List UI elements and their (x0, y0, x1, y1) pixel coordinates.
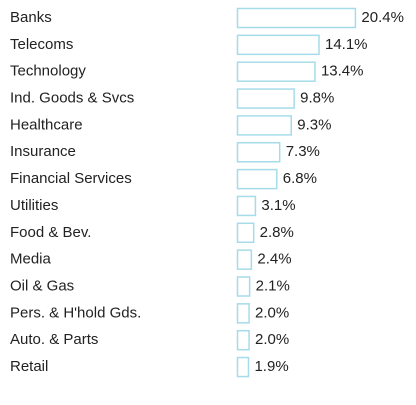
value-label: 2.1% (256, 277, 290, 294)
bar (236, 222, 255, 244)
value-label: 2.0% (255, 331, 289, 348)
bar (236, 115, 293, 136)
bar (236, 276, 251, 297)
value-label: 20.4% (361, 9, 404, 26)
bar (236, 7, 357, 29)
category-label: Insurance (10, 143, 76, 160)
category-label: Food & Bev. (10, 224, 91, 241)
category-label: Technology (10, 63, 86, 80)
category-label: Financial Services (10, 170, 132, 187)
bar (236, 303, 250, 324)
value-label: 2.8% (260, 224, 294, 241)
value-label: 2.0% (255, 304, 289, 321)
value-label: 9.3% (297, 116, 331, 133)
bar (236, 88, 295, 109)
bar (236, 168, 278, 190)
value-label: 14.1% (325, 36, 368, 53)
bar (236, 329, 250, 351)
value-label: 2.4% (257, 251, 291, 268)
category-label: Utilities (10, 197, 58, 214)
category-label: Pers. & H'hold Gds. (10, 304, 141, 321)
value-label: 7.3% (286, 143, 320, 160)
category-label: Telecoms (10, 36, 73, 53)
value-label: 1.9% (254, 358, 288, 375)
bar (236, 34, 320, 56)
category-label: Retail (10, 358, 48, 375)
category-label: Oil & Gas (10, 277, 74, 294)
category-label: Healthcare (10, 116, 83, 133)
bar (236, 61, 316, 82)
bar (236, 356, 250, 378)
category-label: Media (10, 251, 52, 268)
value-label: 3.1% (261, 197, 295, 214)
value-label: 13.4% (321, 63, 364, 80)
bar (236, 195, 257, 217)
value-label: 6.8% (283, 170, 317, 187)
bar (236, 142, 281, 163)
category-label: Auto. & Parts (10, 331, 98, 348)
value-label: 9.8% (300, 90, 334, 107)
bar (236, 249, 253, 270)
category-label: Ind. Goods & Svcs (10, 90, 134, 107)
category-label: Banks (10, 9, 52, 26)
